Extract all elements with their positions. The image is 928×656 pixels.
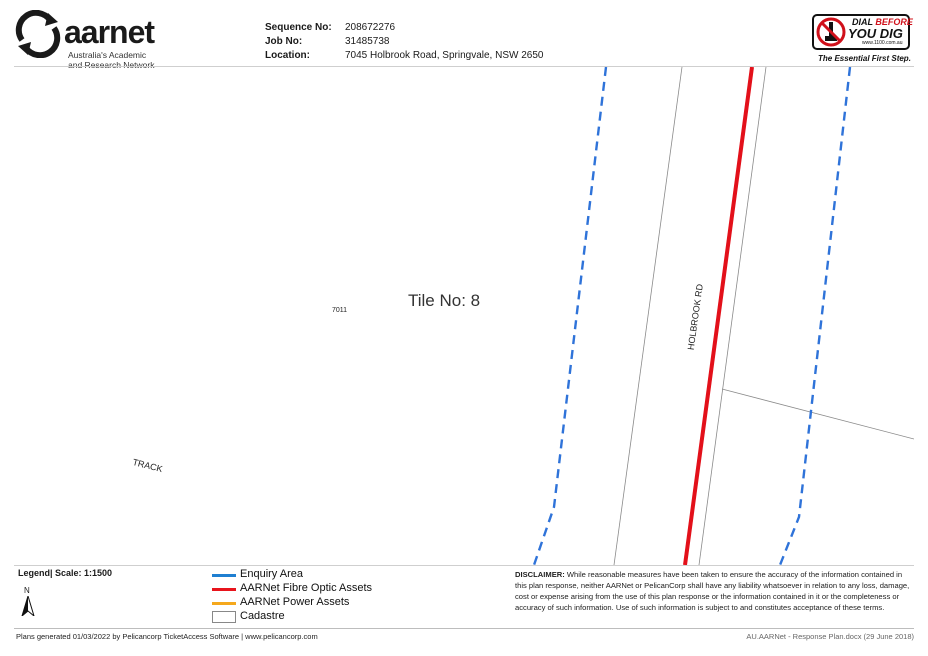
- cadastre-boundary-west: [613, 67, 683, 565]
- enquiry-area-boundary-east: [778, 67, 852, 565]
- tile-number-label: Tile No: 8: [408, 291, 481, 310]
- legend-label-fibre: AARNet Fibre Optic Assets: [240, 582, 373, 594]
- sequence-value: 208672276: [345, 22, 396, 33]
- dbyd-url: www.1100.com.au: [862, 40, 903, 46]
- logo-subtitle-line2: and Research Network: [68, 60, 155, 70]
- legend-swatch-enquiry: [212, 574, 236, 577]
- disclaimer: DISCLAIMER: While reasonable measures ha…: [515, 569, 910, 613]
- location-label: Location:: [265, 50, 310, 61]
- footer-divider: [14, 628, 914, 629]
- footer-document-ref: AU.AARNet - Response Plan.docx (29 June …: [746, 632, 914, 641]
- disclaimer-text: While reasonable measures have been take…: [515, 570, 910, 612]
- cadastre-boundary-east: [698, 67, 767, 565]
- legend-label-cadastre: Cadastre: [240, 610, 285, 622]
- dbyd-line1: DIAL BEFORE: [852, 17, 913, 27]
- job-value: 31485738: [345, 36, 390, 47]
- logo-subtitle-line1: Australia's Academic: [68, 50, 147, 60]
- dial-before-you-dig-logo: DIAL BEFORE YOU DIG www.1100.com.au The …: [812, 14, 913, 66]
- parcel-number-label: 7011: [332, 307, 348, 314]
- north-arrow-icon: [21, 596, 35, 616]
- dbyd-line2: YOU DIG: [848, 26, 903, 41]
- cadastre-boundary-lot: [721, 388, 914, 440]
- legend-title: Legend: [18, 568, 51, 578]
- location-value: 7045 Holbrook Road, Springvale, NSW 2650: [345, 50, 544, 61]
- legend-swatch-power: [212, 602, 236, 605]
- north-arrow: N: [20, 586, 36, 616]
- legend-label-power: AARNet Power Assets: [240, 596, 350, 608]
- north-label: N: [24, 586, 30, 595]
- legend-swatch-cadastre: [212, 611, 236, 623]
- aarnet-logo: aarnet Australia's Academic and Research…: [14, 10, 174, 70]
- map-area[interactable]: Tile No: 8 7011 TRACK HOLBROOK RD: [14, 66, 914, 566]
- legend-label-enquiry: Enquiry Area: [240, 568, 303, 580]
- aarnet-swirl-icon: [15, 10, 61, 58]
- logo-wordmark: aarnet: [64, 14, 155, 50]
- dbyd-tagline: The Essential First Step.: [818, 54, 911, 63]
- legend-scale: | Scale: 1:1500: [50, 568, 113, 578]
- legend-swatch-fibre: [212, 588, 236, 591]
- footer-generated-by: Plans generated 01/03/2022 by Pelicancor…: [16, 632, 318, 641]
- map-canvas: [532, 67, 914, 565]
- logo-subtitle: Australia's Academic and Research Networ…: [68, 50, 154, 70]
- sequence-label: Sequence No:: [265, 22, 332, 33]
- no-dig-icon: [816, 17, 846, 47]
- enquiry-area-boundary-west: [532, 67, 608, 565]
- fibre-optic-asset-line[interactable]: [683, 67, 754, 565]
- disclaimer-heading: DISCLAIMER:: [515, 570, 565, 579]
- job-label: Job No:: [265, 36, 303, 47]
